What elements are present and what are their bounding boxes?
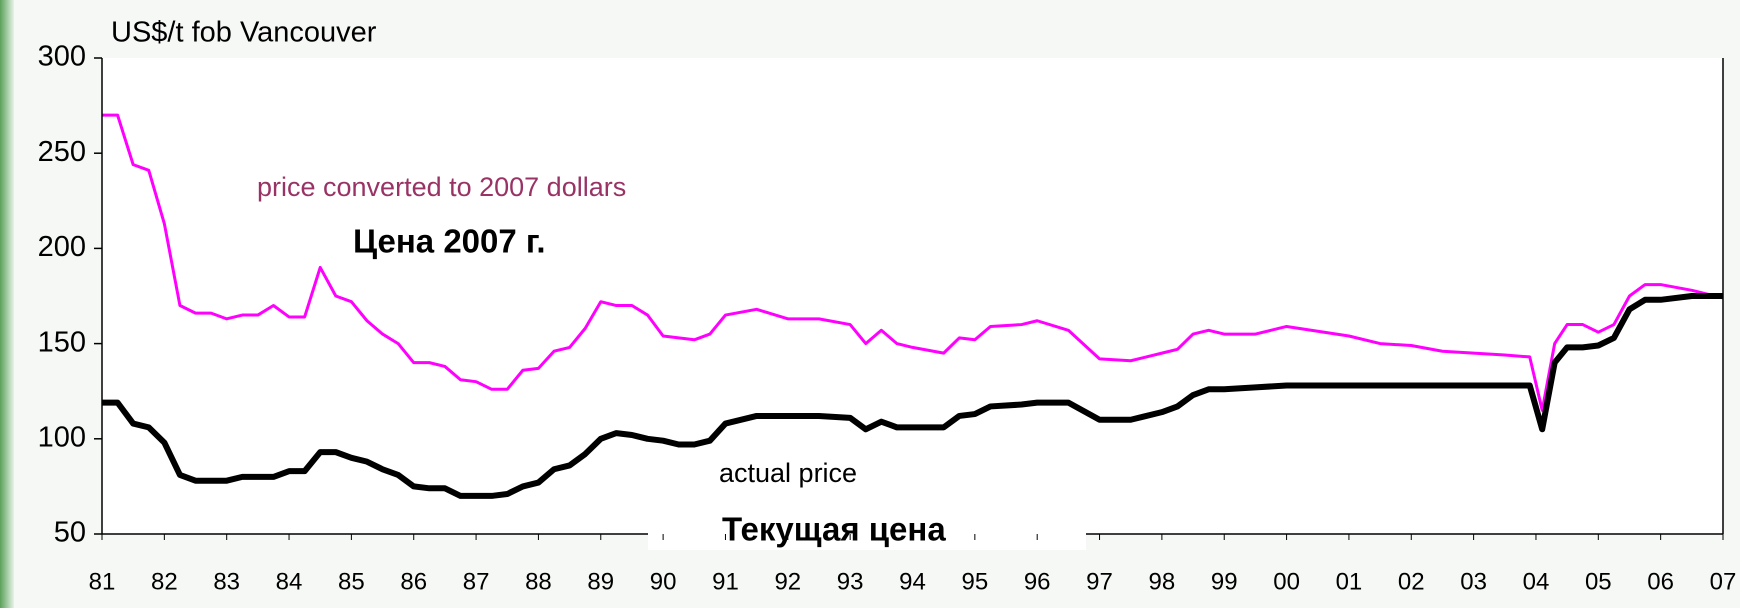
label-backdrop (648, 510, 1086, 550)
y-tick-label: 300 (38, 41, 86, 73)
x-tick-label: 94 (899, 568, 926, 595)
x-tick-label: 83 (213, 568, 240, 595)
x-tick-label: 81 (89, 568, 116, 595)
x-tick-label: 92 (774, 568, 801, 595)
x-tick-label: 06 (1647, 568, 1674, 595)
series-line (102, 113, 1724, 412)
marks (102, 113, 1724, 499)
x-tick-label: 96 (1024, 568, 1051, 595)
side-strip (0, 0, 14, 608)
annotation: price converted to 2007 dollars (257, 172, 626, 202)
x-tick-label: 05 (1585, 568, 1612, 595)
x-tick-label: 02 (1398, 568, 1425, 595)
x-tick-label: 86 (400, 568, 427, 595)
annotation: Текущая цена (722, 511, 946, 548)
x-tick-label: 84 (276, 568, 303, 595)
axis-unit: US$/t fob Vancouver (111, 17, 377, 49)
x-tick-label: 89 (587, 568, 614, 595)
x-tick-label: 90 (650, 568, 677, 595)
annotation: Цена 2007 г. (353, 223, 546, 260)
x-tick-label: 88 (525, 568, 552, 595)
x-tick-label: 04 (1523, 568, 1550, 595)
y-tick-label: 250 (38, 136, 86, 168)
y-tick-label: 100 (38, 421, 86, 453)
x-tick-label: 07 (1710, 568, 1737, 595)
x-tick-label: 91 (712, 568, 739, 595)
plot-area (102, 58, 1723, 534)
x-tick-label: 99 (1211, 568, 1238, 595)
y-tick-label: 200 (38, 231, 86, 263)
x-tick-label: 98 (1149, 568, 1176, 595)
x-tick-label: 85 (338, 568, 365, 595)
x-tick-label: 03 (1460, 568, 1487, 595)
x-tick-label: 00 (1273, 568, 1300, 595)
x-tick-label: 97 (1086, 568, 1113, 595)
x-tick-label: 93 (837, 568, 864, 595)
y-tick-label: 50 (54, 517, 86, 549)
series-line (102, 293, 1723, 499)
x-tick-label: 87 (463, 568, 490, 595)
annotation: actual price (719, 458, 857, 488)
x-tick-label: 01 (1336, 568, 1363, 595)
x-tick-label: 95 (961, 568, 988, 595)
y-tick-label: 150 (38, 326, 86, 358)
x-tick-label: 82 (151, 568, 178, 595)
